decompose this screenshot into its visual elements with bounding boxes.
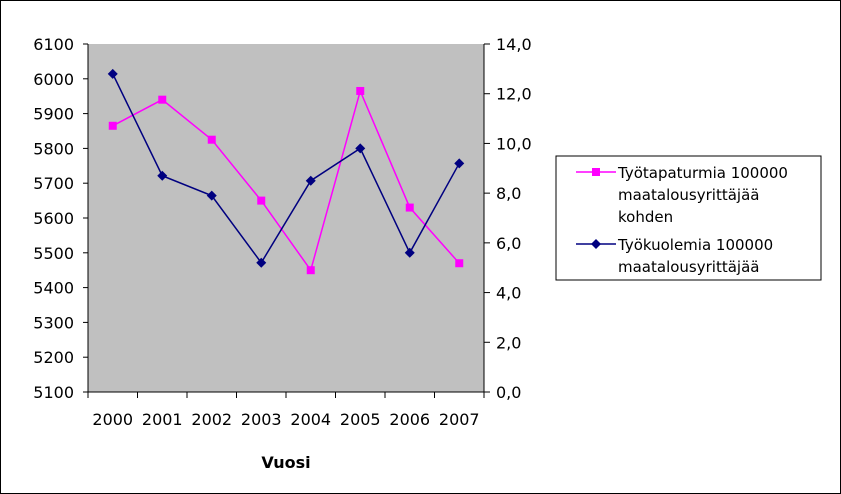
series-2-point: [355, 143, 366, 154]
legend-box: [555, 155, 822, 281]
x-tick-label: 2004: [290, 410, 331, 429]
x-tick-label: 2000: [92, 410, 133, 429]
series-1-point: [257, 196, 266, 205]
x-tick-label: 2001: [142, 410, 183, 429]
right-tick-label: 0,0: [496, 383, 521, 402]
legend-swatch-marker: [591, 239, 601, 249]
left-tick-label: 5400: [33, 279, 74, 298]
series-2: [107, 68, 465, 268]
series-2-point: [454, 158, 465, 169]
left-tick-label: 5500: [33, 244, 74, 263]
series-1-line: [112, 88, 460, 272]
left-tick-label: 5900: [33, 105, 74, 124]
legend-label: Työtapaturmia 100000: [617, 164, 788, 182]
right-tick-label: 2,0: [496, 333, 521, 352]
left-tick-label: 5700: [33, 174, 74, 193]
right-tick-label: 12,0: [496, 85, 532, 104]
left-tick-label: 6000: [33, 70, 74, 89]
left-tick-label: 5100: [33, 383, 74, 402]
series-2-point: [256, 257, 267, 268]
legend-label: maatalousyrittäjää: [618, 258, 759, 276]
legend-swatch-marker: [592, 168, 600, 176]
series-2-line: [112, 73, 460, 265]
legend-entry-1: Työtapaturmia 100000 maatalousyrittäjää ko…: [576, 164, 788, 226]
series-1-point: [356, 86, 365, 95]
x-tick-label: 2005: [340, 410, 381, 429]
left-tick-label: 5300: [33, 313, 74, 332]
right-tick-label: 10,0: [496, 134, 532, 153]
series-1: [108, 86, 464, 275]
series-1-point: [405, 203, 414, 212]
left-tick-label: 5800: [33, 139, 74, 158]
series-1-point: [306, 266, 315, 275]
legend-label: Työkuolemia 100000: [617, 236, 773, 254]
legend-label: kohden: [618, 208, 673, 226]
left-tick-label: 6100: [33, 35, 74, 54]
plot-area: [88, 44, 484, 392]
right-tick-label: 6,0: [496, 234, 521, 253]
x-tick-label: 2003: [241, 410, 282, 429]
series-1-point: [455, 259, 464, 268]
series-2-point: [206, 190, 217, 201]
series-1-point: [108, 121, 117, 130]
x-tick-label: 2006: [389, 410, 430, 429]
series-2-point: [107, 68, 118, 79]
series-1-point: [158, 95, 167, 104]
right-tick-label: 8,0: [496, 184, 521, 203]
right-tick-label: 4,0: [496, 284, 521, 303]
legend-entry-2: Työkuolemia 100000 maatalousyrittäjää: [576, 236, 773, 276]
series-2-point: [157, 170, 168, 181]
left-tick-label: 5600: [33, 209, 74, 228]
left-tick-label: 5200: [33, 348, 74, 367]
right-tick-label: 14,0: [496, 35, 532, 54]
series-2-point: [305, 175, 316, 186]
x-tick-label: 2002: [191, 410, 232, 429]
series-1-point: [207, 135, 216, 144]
series-2-point: [404, 247, 415, 258]
x-axis-title: Vuosi: [261, 453, 310, 472]
x-tick-label: 2007: [439, 410, 480, 429]
legend-label: maatalousyrittäjää: [618, 186, 759, 204]
